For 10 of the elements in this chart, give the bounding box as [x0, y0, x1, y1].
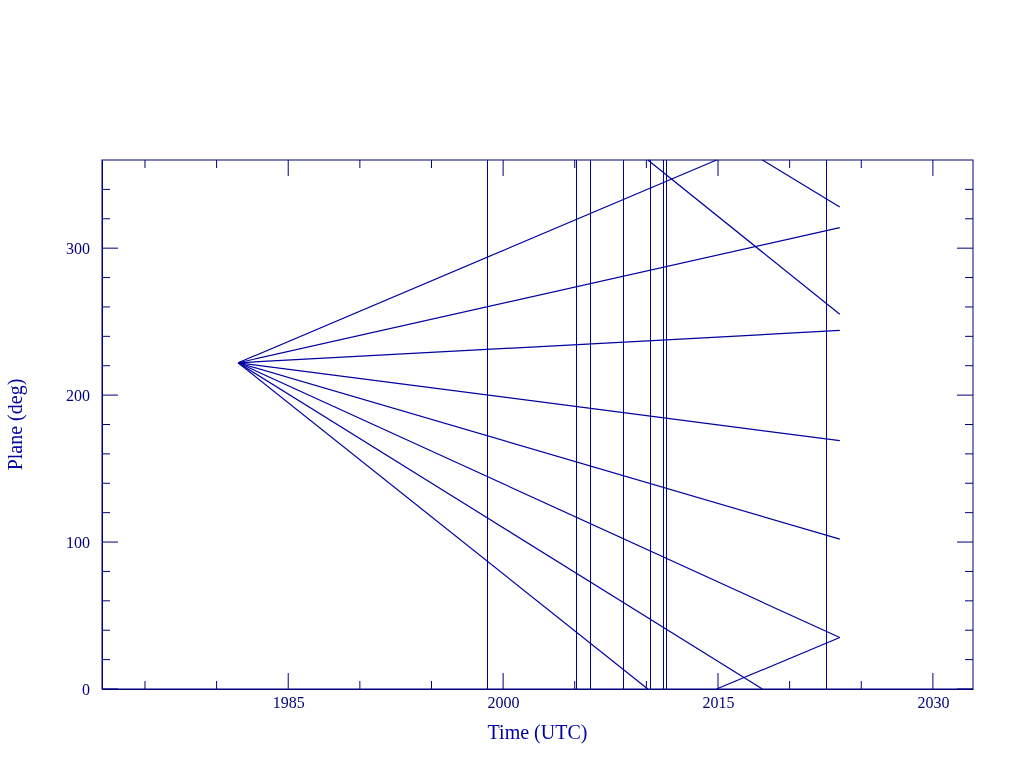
y-tick-label: 200	[66, 386, 90, 404]
x-tick-label: 2015	[702, 694, 735, 712]
y-tick-label: 300	[66, 239, 90, 257]
y-tick-label: 0	[82, 680, 90, 698]
x-tick-label: 2030	[917, 694, 950, 712]
y-tick-label: 100	[66, 533, 90, 551]
x-tick-label: 1985	[272, 694, 305, 712]
x-axis-title: Time (UTC)	[487, 721, 588, 744]
y-axis-title: Plane (deg)	[4, 378, 27, 471]
x-tick-label: 2000	[487, 694, 520, 712]
